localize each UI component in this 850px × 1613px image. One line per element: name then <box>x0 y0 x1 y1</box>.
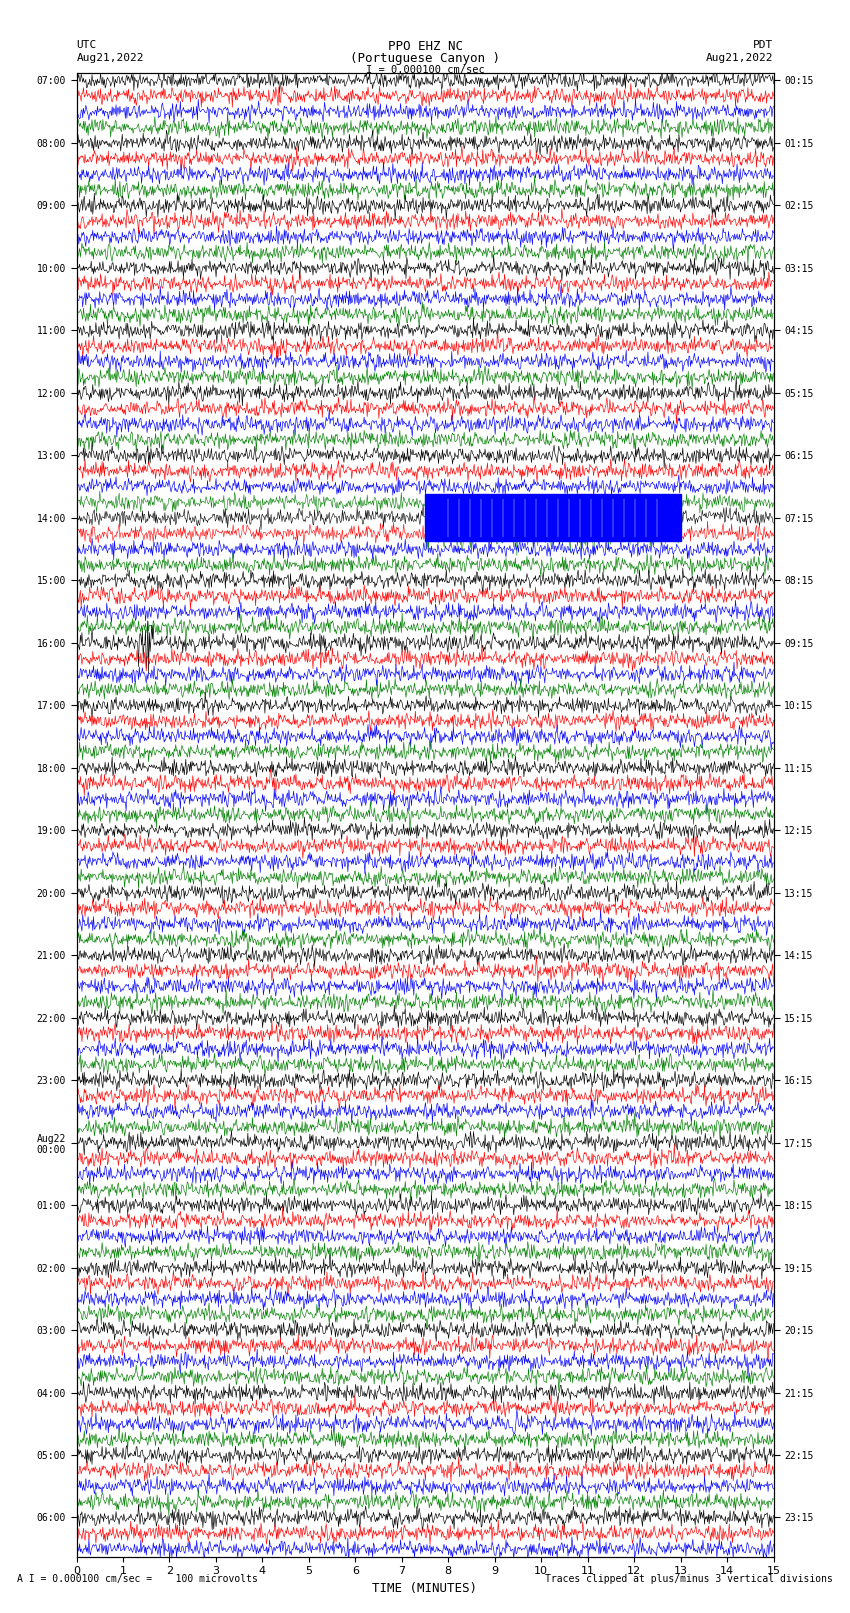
Text: PDT: PDT <box>753 40 774 50</box>
Text: PPO EHZ NC: PPO EHZ NC <box>388 40 462 53</box>
Text: (Portuguese Canyon ): (Portuguese Canyon ) <box>350 52 500 65</box>
Text: Aug21,2022: Aug21,2022 <box>706 53 774 63</box>
Text: I = 0.000100 cm/sec: I = 0.000100 cm/sec <box>366 65 484 74</box>
Text: Aug21,2022: Aug21,2022 <box>76 53 144 63</box>
Text: UTC: UTC <box>76 40 97 50</box>
Text: Traces clipped at plus/minus 3 vertical divisions: Traces clipped at plus/minus 3 vertical … <box>545 1574 833 1584</box>
Text: A I = 0.000100 cm/sec =    100 microvolts: A I = 0.000100 cm/sec = 100 microvolts <box>17 1574 258 1584</box>
X-axis label: TIME (MINUTES): TIME (MINUTES) <box>372 1582 478 1595</box>
FancyBboxPatch shape <box>425 494 681 542</box>
